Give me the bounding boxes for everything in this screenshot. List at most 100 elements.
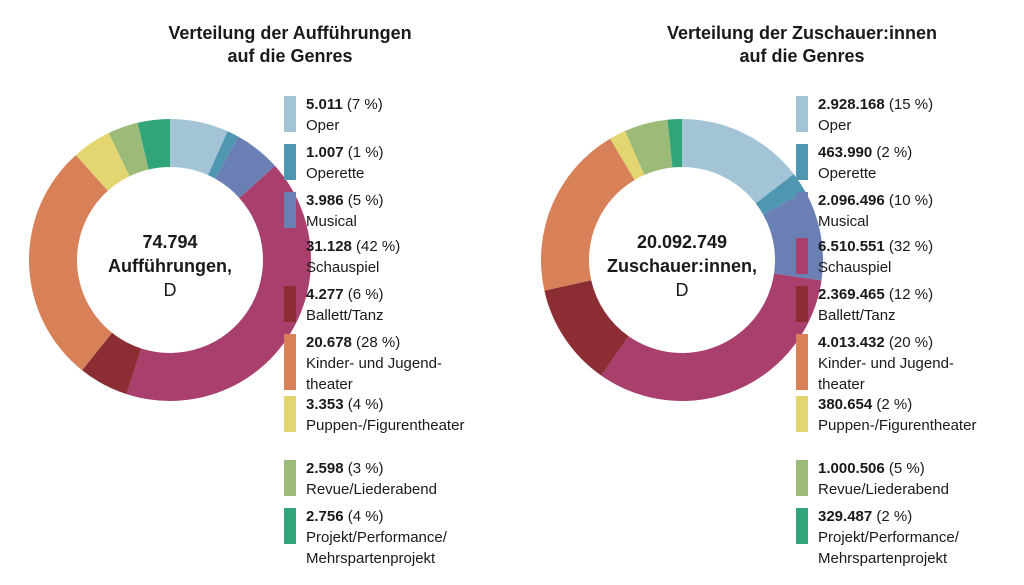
legend-value: 1.007 [306,144,344,161]
legend-swatch [796,460,808,496]
legend-percent: (4 %) [343,396,384,413]
legend-swatch [796,192,808,228]
legend-value-line: 2.756 (4 %) [306,506,447,527]
donut-segment-7 [108,122,149,177]
legend-swatch [796,96,808,132]
donut-segment-5 [541,138,635,291]
chart-title: Verteilung der Zuschauer:innen auf die G… [602,22,1002,68]
legend-text: 2.928.168 (15 %) Oper [818,94,933,136]
legend-swatch [284,238,296,274]
legend-text: 5.011 (7 %) Oper [306,94,383,136]
legend-value: 4.277 [306,286,344,303]
legend-value: 2.598 [306,460,344,477]
donut-segment-5 [29,155,113,371]
legend-percent: (7 %) [342,96,383,113]
legend-text: 31.128 (42 %) Schauspiel [306,236,400,278]
legend-swatch [284,508,296,544]
legend-label: Musical [306,213,357,230]
legend-label: Operette [306,165,365,182]
legend-value-line: 463.990 (2 %) [818,142,912,163]
legend-percent: (2 %) [872,508,913,525]
legend-text: 6.510.551 (32 %) Schauspiel [818,236,933,278]
legend-swatch [284,144,296,180]
chart-title-line: Verteilung der Aufführungen [168,23,412,43]
legend-label: Kinder- und Jugend- [306,355,442,372]
chart-title-line: auf die Genres [739,46,865,66]
donut-segment-7 [625,119,673,175]
legend-value-line: 329.487 (2 %) [818,506,959,527]
legend-percent: (2 %) [872,396,913,413]
donut-segment-8 [667,119,682,168]
legend-text: 3.353 (4 %) Puppen-/Figurentheater [306,394,464,436]
donut-center-label: 20.092.749 Zuschauer:innen, D [600,230,764,302]
legend-swatch [796,144,808,180]
legend-percent: (32 %) [884,238,934,255]
legend-percent: (5 %) [884,460,925,477]
legend-text: 3.986 (5 %) Musical [306,190,384,232]
donut-segment-3 [126,165,311,401]
legend-value-line: 3.353 (4 %) [306,394,464,415]
legend-value: 2.369.465 [818,286,885,303]
legend-percent: (3 %) [343,460,384,477]
legend-value: 2.756 [306,508,344,525]
country-code: D [675,280,689,300]
legend-label: Puppen-/Figurentheater [818,417,977,434]
legend-percent: (28 %) [351,334,401,351]
donut-segment-0 [170,119,228,176]
legend-text: 1.007 (1 %) Operette [306,142,384,184]
legend-swatch [796,286,808,322]
total-value: 20.092.749 [636,232,728,252]
donut-segment-1 [755,174,806,215]
legend-label: Oper [818,117,852,134]
donut-segment-6 [610,131,645,180]
legend-percent: (12 %) [884,286,934,303]
legend-swatch [284,192,296,228]
legend-label: Ballett/Tanz [818,307,896,324]
legend-label: Operette [818,165,877,182]
total-value: 74.794 [142,232,198,252]
chart-panel-audience: Verteilung der Zuschauer:innen auf die G… [512,0,1024,585]
country-code: D [163,280,177,300]
legend-text: 1.000.506 (5 %) Revue/Liederabend [818,458,949,500]
legend-value-line: 3.986 (5 %) [306,190,384,211]
chart-title-line: auf die Genres [227,46,353,66]
legend-swatch [284,96,296,132]
legend-label: Mehrspartenprojekt [818,550,948,567]
legend-percent: (42 %) [351,238,401,255]
legend-text: 380.654 (2 %) Puppen-/Figurentheater [818,394,976,436]
legend-value-line: 4.277 (6 %) [306,284,384,305]
legend-percent: (10 %) [884,192,934,209]
legend-value: 463.990 [818,144,873,161]
legend-value-line: 2.369.465 (12 %) [818,284,933,305]
legend-value-line: 1.007 (1 %) [306,142,384,163]
legend-label: theater [818,376,865,393]
legend-swatch [796,238,808,274]
legend-text: 4.277 (6 %) Ballett/Tanz [306,284,384,326]
legend-value: 380.654 [818,396,873,413]
legend-value: 20.678 [306,334,352,351]
legend-percent: (20 %) [884,334,934,351]
legend-value-line: 4.013.432 (20 %) [818,332,954,353]
donut-center-label: 74.794 Aufführungen, D [88,230,252,302]
legend-text: 463.990 (2 %) Operette [818,142,912,184]
legend-label: Schauspiel [306,259,380,276]
legend-label: Projekt/Performance/ [818,529,959,546]
legend-value: 329.487 [818,508,873,525]
legend-value: 2.096.496 [818,192,885,209]
donut-segment-1 [208,131,239,179]
legend-percent: (6 %) [343,286,384,303]
legend-text: 2.096.496 (10 %) Musical [818,190,933,232]
legend-swatch [796,396,808,432]
legend-value: 1.000.506 [818,460,885,477]
legend-value-line: 31.128 (42 %) [306,236,400,257]
legend-label: Puppen-/Figurentheater [306,417,465,434]
legend-percent: (4 %) [343,508,384,525]
legend-label: Revue/Liederabend [306,481,437,498]
legend-label: theater [306,376,353,393]
legend-text: 2.756 (4 %) Projekt/Performance/Mehrspart… [306,506,447,569]
legend-value: 4.013.432 [818,334,885,351]
legend-percent: (5 %) [343,192,384,209]
legend-value: 6.510.551 [818,238,885,255]
chart-title-line: Verteilung der Zuschauer:innen [666,23,938,43]
legend-text: 2.369.465 (12 %) Ballett/Tanz [818,284,933,326]
